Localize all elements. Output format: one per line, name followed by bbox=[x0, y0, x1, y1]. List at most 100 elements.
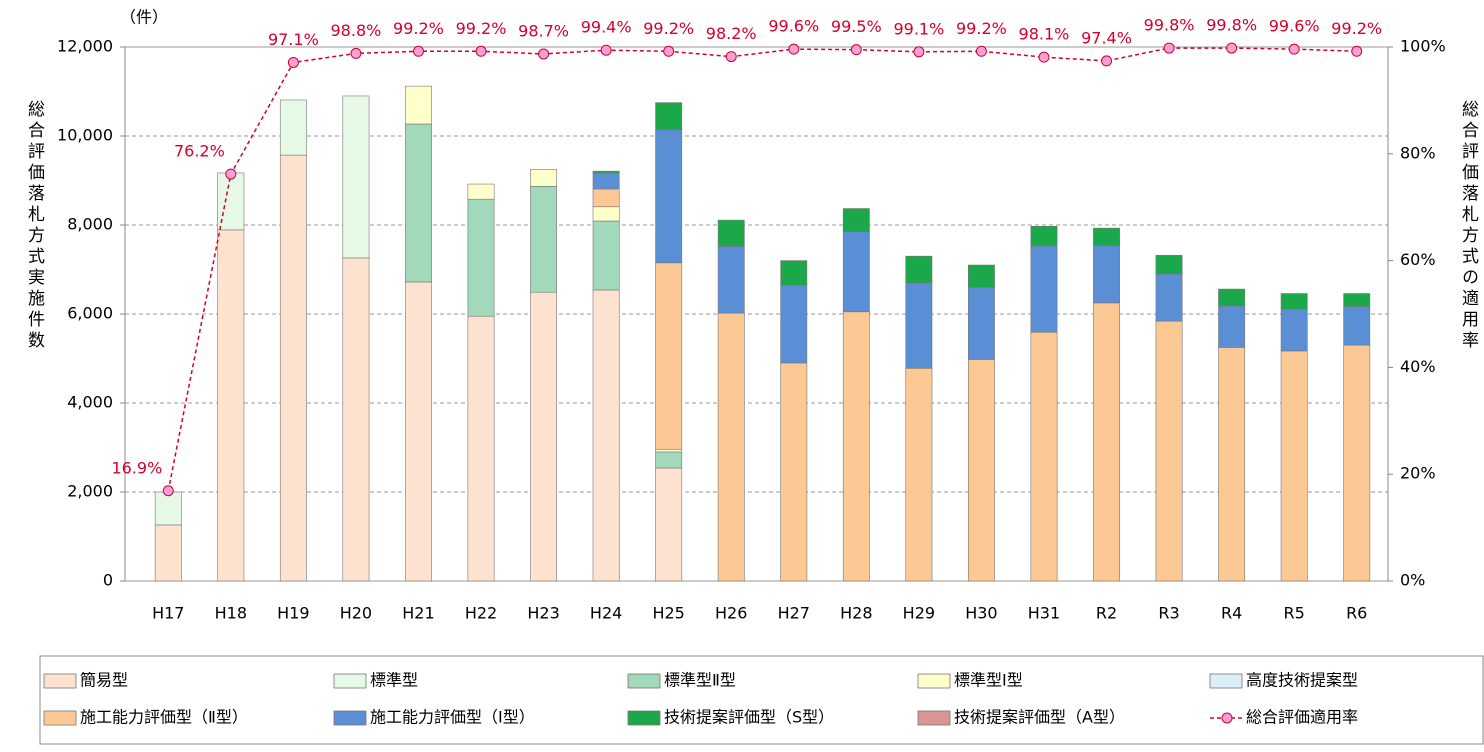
y2-tick-label: 80% bbox=[1400, 143, 1436, 162]
bar-segment bbox=[655, 129, 683, 264]
bar-segment bbox=[592, 220, 620, 291]
rate-label: 98.1% bbox=[1019, 25, 1070, 44]
bar-segment bbox=[1218, 288, 1246, 307]
rate-marker bbox=[788, 43, 800, 55]
unit-label: （件） bbox=[120, 8, 168, 27]
legend-label: 標準型Ⅰ型 bbox=[954, 671, 1023, 690]
rate-label: 99.2% bbox=[956, 19, 1007, 38]
bar-segment bbox=[342, 257, 370, 582]
bar-segment bbox=[154, 524, 182, 582]
bar-segment bbox=[1343, 293, 1371, 307]
bar-segment bbox=[405, 123, 432, 283]
bar-segment bbox=[467, 198, 495, 317]
rate-label: 98.2% bbox=[706, 24, 757, 43]
bar-segment bbox=[717, 246, 745, 314]
bar-segment bbox=[467, 315, 495, 582]
rate-label: 97.4% bbox=[1081, 28, 1132, 47]
bar-segment bbox=[592, 170, 620, 174]
legend-swatch bbox=[43, 710, 77, 726]
rate-marker bbox=[975, 45, 987, 57]
bar-segment bbox=[592, 172, 620, 190]
bar-segment bbox=[905, 367, 933, 582]
rate-line bbox=[167, 47, 1357, 491]
bar-segment bbox=[154, 491, 182, 526]
y-tick-label: 2,000 bbox=[67, 482, 113, 501]
bar-segment bbox=[780, 260, 808, 286]
bar-segment bbox=[405, 85, 432, 125]
bar-segment bbox=[279, 99, 307, 156]
x-tick-label: H25 bbox=[652, 604, 684, 623]
legend-label: 簡易型 bbox=[80, 671, 128, 690]
bar-segment bbox=[967, 264, 995, 288]
bar-segment bbox=[1343, 344, 1371, 582]
bar-segment bbox=[655, 102, 683, 131]
bar-segment bbox=[842, 208, 870, 232]
rate-label: 98.7% bbox=[518, 21, 569, 40]
y-tick-label: 8,000 bbox=[67, 215, 113, 234]
x-tick-label: R5 bbox=[1284, 604, 1305, 623]
rate-marker bbox=[1288, 43, 1300, 55]
bar-segment bbox=[967, 286, 995, 360]
legend-label: 施工能力評価型（Ⅱ型） bbox=[80, 708, 248, 727]
legend-label: 高度技術提案型 bbox=[1246, 671, 1358, 690]
legend-swatch bbox=[333, 673, 367, 689]
rate-marker bbox=[1101, 55, 1113, 67]
bar-segment bbox=[780, 362, 808, 582]
bar-segment bbox=[342, 95, 370, 259]
x-tick-label: R4 bbox=[1221, 604, 1242, 623]
bar-segment bbox=[1093, 227, 1120, 246]
rate-marker bbox=[162, 485, 174, 497]
rate-label: 76.2% bbox=[174, 142, 225, 161]
bar-segment bbox=[1343, 306, 1371, 346]
bar-segment bbox=[655, 467, 683, 582]
bar-segment bbox=[905, 255, 933, 284]
x-tick-label: R2 bbox=[1096, 604, 1117, 623]
rate-label: 99.5% bbox=[831, 17, 882, 36]
bar-segment bbox=[1093, 302, 1120, 582]
legend-label: 技術提案評価型（A型） bbox=[954, 708, 1125, 727]
bar-segment bbox=[717, 312, 745, 582]
x-tick-label: H30 bbox=[965, 604, 997, 623]
bar-segment bbox=[467, 183, 495, 200]
x-tick-label: H21 bbox=[402, 604, 434, 623]
legend-label: 標準型Ⅱ型 bbox=[664, 671, 736, 690]
rate-marker bbox=[538, 48, 550, 60]
rate-label: 99.2% bbox=[456, 19, 507, 38]
rate-label: 98.8% bbox=[331, 21, 382, 40]
y-tick-label: 0 bbox=[103, 571, 113, 590]
x-tick-label: H24 bbox=[590, 604, 622, 623]
bar-segment bbox=[967, 359, 995, 582]
bar-segment bbox=[592, 289, 620, 582]
rate-label: 16.9% bbox=[111, 458, 162, 477]
bar-segment bbox=[405, 281, 432, 582]
bar-segment bbox=[655, 262, 683, 450]
legend-box bbox=[39, 655, 1484, 745]
legend-label: 技術提案評価型（S型） bbox=[664, 708, 834, 727]
rate-marker bbox=[1351, 45, 1363, 57]
bar-segment bbox=[217, 229, 245, 582]
y2-axis-title: 総合評価落札方式の適用率 bbox=[1458, 100, 1479, 352]
rate-label: 99.2% bbox=[1331, 19, 1382, 38]
legend-label: 標準型 bbox=[370, 671, 418, 690]
bar-segment bbox=[592, 206, 620, 222]
bar-segment bbox=[1218, 347, 1246, 582]
y-tick-label: 12,000 bbox=[57, 37, 113, 56]
bar-segment bbox=[1030, 331, 1058, 582]
rate-marker bbox=[725, 51, 737, 63]
x-tick-label: R3 bbox=[1158, 604, 1179, 623]
rate-marker bbox=[1163, 42, 1175, 54]
bar-segment bbox=[1218, 305, 1246, 348]
bar-segment bbox=[780, 284, 808, 364]
bar-segment bbox=[530, 169, 558, 187]
rate-marker bbox=[1226, 42, 1238, 54]
rate-marker bbox=[287, 56, 299, 68]
rate-label: 99.4% bbox=[581, 18, 632, 37]
rate-marker bbox=[600, 44, 612, 56]
x-tick-label: R6 bbox=[1346, 604, 1367, 623]
y-tick-label: 6,000 bbox=[67, 304, 113, 323]
bar-segment bbox=[655, 448, 683, 453]
legend-label: 総合評価適用率 bbox=[1246, 708, 1358, 727]
bar-segment bbox=[1280, 308, 1308, 352]
rate-label: 99.8% bbox=[1144, 16, 1195, 35]
legend-swatch bbox=[333, 710, 367, 726]
